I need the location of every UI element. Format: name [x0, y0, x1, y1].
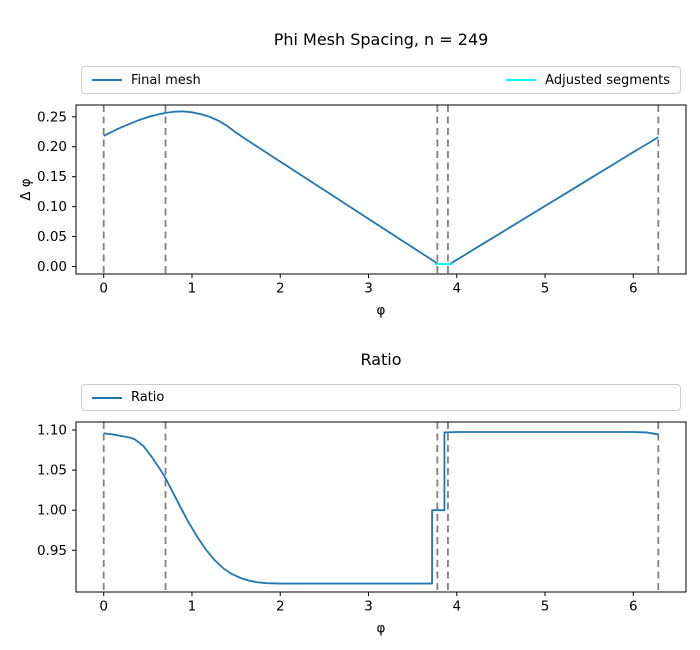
axes-spines [75, 421, 687, 593]
legend-label-ratio: Ratio [131, 390, 165, 405]
x-tick-label: 1 [188, 281, 197, 297]
top-plot-legend: Final mesh Adjusted segments [81, 66, 681, 94]
legend-entry-adjusted-segments: Adjusted segments [506, 73, 670, 88]
y-tick-label: 0.10 [37, 199, 67, 215]
y-tick-label: 0.20 [37, 139, 67, 155]
x-tick-label: 0 [99, 281, 108, 297]
legend-label-adjusted-segments: Adjusted segments [545, 72, 670, 88]
adjusted-segments-line-sample [506, 79, 537, 81]
x-tick-label: 6 [629, 599, 638, 615]
x-tick-label: 4 [452, 599, 461, 615]
ratio-line-sample [92, 396, 122, 399]
x-tick-label: 3 [364, 599, 373, 615]
y-tick-label: 0.05 [37, 229, 67, 245]
y-tick-label: 1.05 [37, 463, 67, 479]
top-plot-title: Phi Mesh Spacing, n = 249 [273, 30, 489, 49]
y-tick-label: 0.15 [37, 169, 67, 185]
series-ratio [103, 431, 659, 585]
x-tick-label: 1 [188, 599, 197, 615]
bottom-plot-legend: Ratio [81, 384, 681, 411]
final-mesh-line-sample [92, 79, 122, 81]
plot-0: 0 1 2 3 4 5 6 0.00 0.05 0.10 0.15 0.20 0.25 φ Δ φ [18, 104, 687, 319]
bottom-plot-title: Ratio [360, 350, 402, 369]
x-tick-label: 2 [276, 281, 285, 297]
legend-label-final-mesh: Final mesh [131, 72, 201, 88]
x-tick-label: 4 [452, 281, 461, 297]
y-tick-label: 0.95 [37, 543, 67, 559]
x-tick-label: 3 [364, 281, 373, 297]
series-final-mesh [103, 110, 659, 266]
plot-1: 0 1 2 3 4 5 6 0.95 1.00 1.05 1.10 φ [37, 421, 687, 637]
x-axis-label: φ [377, 621, 386, 637]
y-axis-label: Δ φ [18, 178, 34, 201]
legend-entry-final-mesh: Final mesh [92, 73, 201, 88]
x-tick-label: 2 [276, 599, 285, 615]
y-tick-label: 0.25 [37, 109, 67, 125]
x-tick-label: 0 [99, 599, 108, 615]
x-tick-label: 5 [541, 281, 550, 297]
x-axis-label: φ [377, 303, 386, 319]
x-tick-label: 6 [629, 281, 638, 297]
y-tick-label: 0.00 [37, 259, 67, 275]
axes-spines [75, 104, 687, 275]
y-tick-label: 1.10 [37, 423, 67, 439]
legend-entry-ratio: Ratio [92, 390, 164, 405]
x-tick-label: 5 [541, 599, 550, 615]
y-tick-label: 1.00 [37, 503, 67, 519]
